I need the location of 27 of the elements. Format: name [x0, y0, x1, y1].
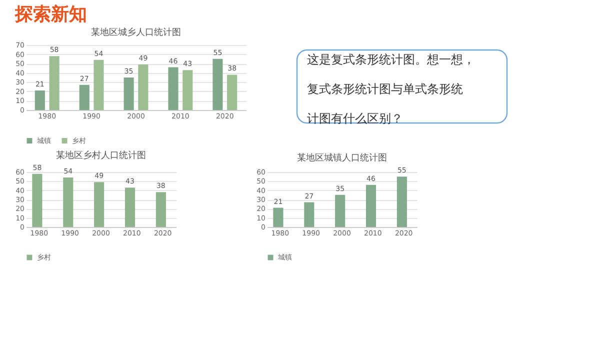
bar	[49, 56, 60, 110]
bar	[124, 188, 136, 227]
bar	[227, 74, 238, 110]
bar	[94, 60, 104, 110]
text: 这是复式条形统计图。想一想，	[307, 52, 475, 67]
text: 复式条形统计图与单式条形统	[307, 82, 463, 96]
bar	[273, 208, 284, 227]
bar	[156, 192, 166, 227]
text: 探索新知	[14, 4, 88, 25]
bar	[168, 67, 178, 110]
chart-title: 某地区城镇人口统计图	[297, 152, 387, 164]
bar	[34, 90, 45, 110]
bar	[304, 202, 314, 227]
bar	[63, 178, 74, 227]
bar	[79, 84, 90, 110]
chart-title: 某地区乡村人口统计图	[56, 150, 146, 161]
bar	[366, 184, 376, 227]
bar	[124, 78, 134, 110]
text: 计图有什么区别？	[307, 111, 403, 126]
bar	[32, 174, 42, 227]
bar	[396, 176, 407, 227]
bar	[335, 194, 346, 227]
bar	[182, 70, 193, 110]
chart-title: 某地区城乡人口统计图	[91, 27, 181, 38]
bar	[138, 64, 148, 110]
bar	[94, 182, 104, 227]
bar	[212, 58, 223, 110]
